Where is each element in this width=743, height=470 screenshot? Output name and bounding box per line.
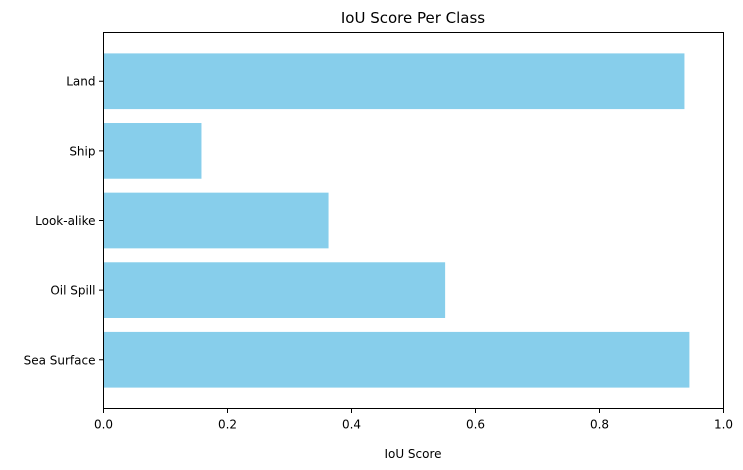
- y-axis: Sea Surface Oil Spill Look-alike Ship Land: [24, 75, 104, 367]
- x-axis-label: IoU Score: [384, 447, 441, 461]
- plot-frame: [103, 32, 724, 409]
- bar-look-alike: [103, 192, 329, 249]
- y-tick-label-look-alike: Look-alike: [35, 214, 95, 228]
- x-tick-label-2: 0.4: [342, 418, 361, 432]
- y-tick-label-sea-surface: Sea Surface: [24, 353, 96, 367]
- x-tick-label-1: 0.2: [218, 418, 237, 432]
- bar-oil-spill: [103, 262, 446, 318]
- chart-title: IoU Score Per Class: [341, 9, 485, 27]
- bar-ship: [103, 123, 202, 179]
- x-tick-label-5: 1.0: [714, 418, 733, 432]
- y-tick-label-ship: Ship: [69, 144, 95, 158]
- x-tick-label-3: 0.6: [466, 418, 485, 432]
- x-axis: 0.0 0.2 0.4 0.6 0.8 1.0: [94, 408, 733, 432]
- x-tick-label-0: 0.0: [94, 418, 113, 432]
- bar-land: [103, 53, 685, 110]
- bars-group: [103, 53, 690, 388]
- y-tick-label-land: Land: [66, 75, 95, 89]
- bar-sea-surface: [103, 331, 690, 388]
- y-tick-label-oil-spill: Oil Spill: [50, 284, 95, 298]
- x-tick-label-4: 0.8: [590, 418, 609, 432]
